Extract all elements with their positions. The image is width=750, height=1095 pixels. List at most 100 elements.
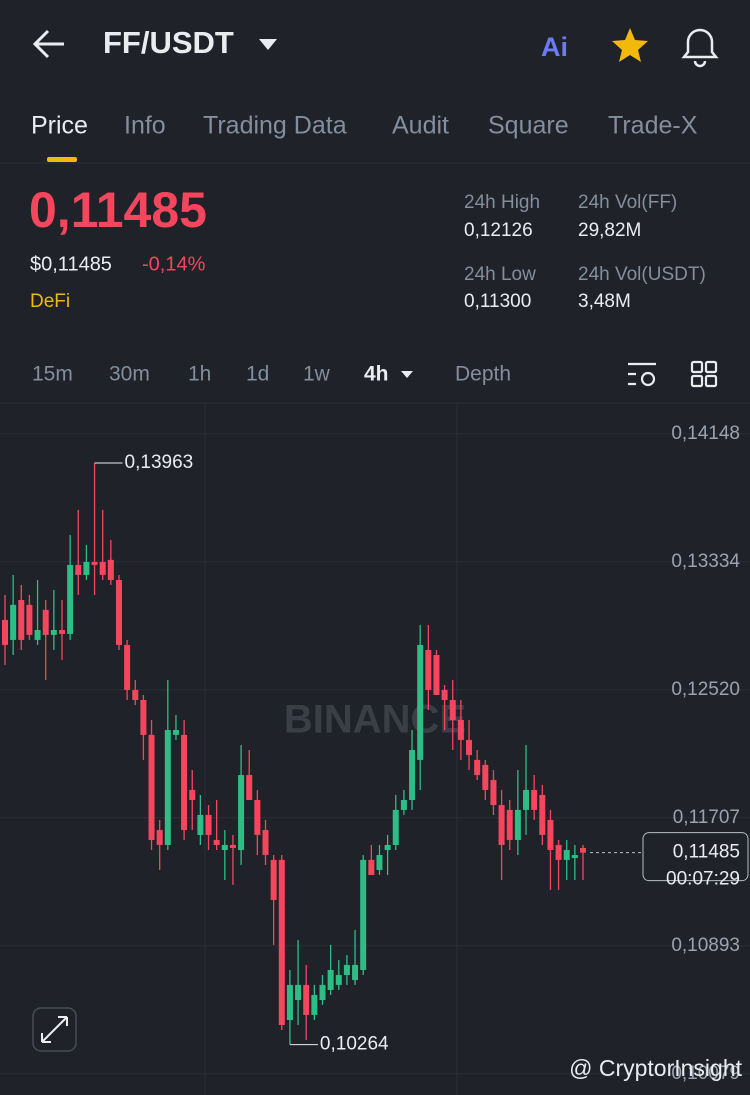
stat-value: 0,12126: [464, 220, 533, 241]
candle-body: [319, 984, 326, 1001]
candle-body: [376, 855, 383, 870]
candle-body: [181, 734, 188, 831]
interval-caret[interactable]: [401, 371, 413, 378]
interval[interactable]: 1h: [188, 363, 211, 386]
tab[interactable]: Info: [124, 112, 166, 140]
interval[interactable]: 1w: [303, 363, 331, 386]
stat-label: 24h Low: [464, 264, 536, 285]
last-price: 0,11485: [29, 182, 207, 238]
candle-body: [189, 789, 196, 801]
tab-bar: Price Info Trading Data Audit Square Trade-X: [31, 112, 698, 140]
candle-body: [474, 759, 481, 776]
y-tick-label: 0,12520: [671, 679, 740, 700]
candle-body: [571, 855, 578, 859]
pair-caret[interactable]: [259, 39, 277, 50]
candle-chart: 0,14148 0,13334 0,12520 0,11707 0,10893 0,100…: [0, 423, 750, 1084]
stat-value: 0,11300: [464, 291, 531, 312]
candle-body: [514, 809, 521, 840]
candle-body: [156, 830, 163, 845]
interval[interactable]: 4h: [364, 363, 389, 386]
candle-body: [457, 719, 464, 740]
interval[interactable]: 30m: [109, 363, 150, 386]
candle-body: [254, 800, 261, 835]
candle-body: [278, 859, 285, 1026]
candle-body: [262, 830, 269, 856]
layout-button[interactable]: [690, 360, 718, 388]
candle-body: [34, 630, 41, 640]
candle-body: [83, 561, 90, 575]
candle-body: [327, 969, 334, 990]
candle-body: [523, 789, 530, 810]
tab[interactable]: Square: [488, 112, 569, 140]
pair-title[interactable]: FF/USDT: [103, 25, 234, 60]
candle-body: [335, 975, 342, 985]
candle-body: [352, 964, 359, 981]
low-label: 0,10264: [320, 1034, 389, 1055]
candle-body: [343, 964, 350, 976]
candle-body: [18, 599, 25, 640]
interval[interactable]: 1d: [246, 363, 269, 386]
candle-body: [498, 805, 505, 845]
candle-body: [449, 699, 456, 720]
candle-body: [75, 564, 82, 575]
candle-body: [531, 789, 538, 810]
stat-value: 3,48M: [578, 291, 631, 312]
y-tick-label: 0,11707: [673, 807, 740, 828]
interval[interactable]: 15m: [32, 363, 73, 386]
tab[interactable]: Price: [31, 112, 88, 140]
candle-body: [107, 559, 114, 581]
candle-body: [295, 984, 302, 1001]
candle-body: [563, 850, 570, 860]
candle-body: [246, 775, 253, 801]
candle-body: [360, 859, 367, 970]
candle-body: [58, 630, 65, 634]
tab[interactable]: Trade-X: [608, 112, 698, 140]
tab[interactable]: Audit: [392, 112, 449, 140]
candle-body: [384, 844, 391, 851]
favorite-star[interactable]: [612, 28, 648, 62]
candle-body: [91, 561, 98, 565]
candle-body: [539, 794, 546, 835]
chart-settings-button[interactable]: [628, 362, 656, 387]
candle-body: [409, 750, 416, 801]
candle-body: [229, 844, 236, 848]
candle-body: [124, 644, 131, 690]
fullscreen-icon: [41, 1016, 68, 1043]
candle-body: [441, 689, 448, 700]
candle-body: [26, 604, 33, 635]
last-price-label: 0,11485: [673, 842, 740, 863]
candle-body: [164, 730, 171, 845]
candle-body: [132, 689, 139, 700]
ai-button[interactable]: Ai: [541, 32, 568, 62]
sector-tag[interactable]: DeFi: [30, 291, 70, 312]
candle-body: [547, 819, 554, 851]
candle-body: [392, 809, 399, 845]
tab[interactable]: Trading Data: [203, 112, 347, 140]
candle-body: [238, 775, 245, 851]
price-change: -0,14%: [142, 253, 206, 275]
candle-body: [490, 780, 497, 806]
candle-body: [400, 800, 407, 810]
candle-body: [555, 844, 562, 860]
candle-body: [2, 619, 8, 645]
fullscreen-button[interactable]: [32, 1007, 77, 1052]
candle-body: [50, 630, 57, 635]
candle-body: [172, 730, 179, 735]
candle-body: [482, 764, 489, 790]
candle-body: [67, 564, 74, 634]
watermark: BINANCE: [284, 698, 466, 742]
y-tick-label: 0,13334: [671, 551, 740, 572]
candle-body: [368, 859, 375, 876]
interval[interactable]: Depth: [455, 363, 511, 386]
candle-body: [140, 699, 147, 735]
candle-body: [303, 984, 310, 1015]
candle-body: [42, 609, 49, 635]
alert-bell[interactable]: [681, 28, 719, 68]
candle-body: [433, 655, 440, 695]
high-label: 0,13963: [125, 452, 194, 473]
y-tick-label: 0,10893: [671, 935, 740, 956]
back-button[interactable]: [32, 29, 64, 59]
candle-body: [213, 839, 220, 845]
